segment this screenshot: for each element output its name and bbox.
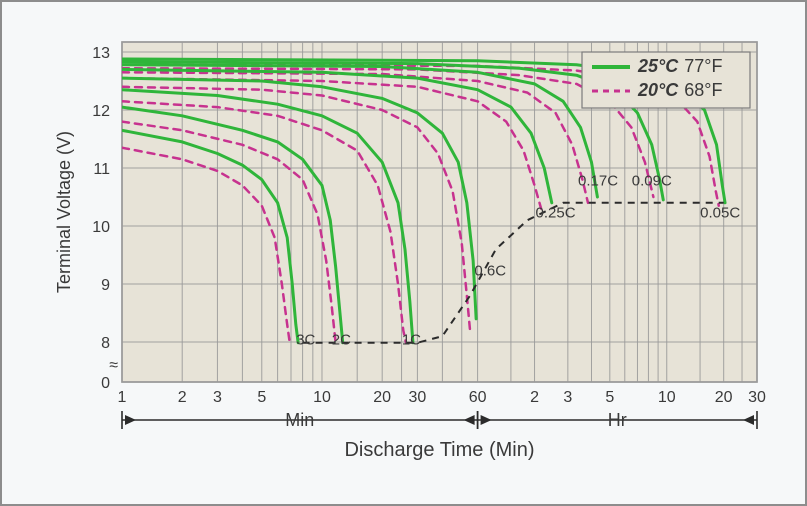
x-tick-label: 5 [605, 389, 614, 406]
x-tick-label: 20 [715, 389, 733, 406]
x-tick-label: 2 [178, 389, 187, 406]
x-axis-label: Discharge Time (Min) [344, 439, 534, 461]
c-rate-label: 3C [296, 331, 315, 348]
c-rate-label: 0.09C [632, 172, 672, 189]
y-tick-label: 10 [92, 219, 110, 236]
y-tick-label: 9 [101, 277, 110, 294]
x-tick-label: 3 [563, 389, 572, 406]
c-rate-label: 0.17C [578, 172, 618, 189]
discharge-chart: 08910111213≈Terminal Voltage (V)12351020… [42, 32, 769, 478]
y-tick-label: 0 [101, 375, 110, 392]
x-tick-label: 20 [373, 389, 391, 406]
x-tick-label: 1 [118, 389, 127, 406]
x-segment-label-min: Min [285, 410, 314, 430]
y-tick-label: 8 [101, 335, 110, 352]
chart-card: 08910111213≈Terminal Voltage (V)12351020… [0, 0, 807, 506]
x-tick-label: 2 [530, 389, 539, 406]
x-tick-label: 10 [658, 389, 676, 406]
c-rate-label: 2C [332, 331, 351, 348]
c-rate-label: 0.05C [700, 204, 740, 221]
chart-area: 08910111213≈Terminal Voltage (V)12351020… [42, 32, 765, 474]
x-tick-label: 30 [748, 389, 766, 406]
x-tick-label: 10 [313, 389, 331, 406]
y-tick-label: 13 [92, 45, 110, 62]
axis-break-symbol: ≈ [109, 357, 118, 374]
x-tick-label: 3 [213, 389, 222, 406]
c-rate-label: 0.6C [474, 262, 506, 279]
c-rate-label: 1C [402, 331, 421, 348]
x-tick-label: 5 [257, 389, 266, 406]
x-segment-label-hr: Hr [608, 410, 627, 430]
y-tick-label: 11 [93, 161, 110, 178]
y-axis-label: Terminal Voltage (V) [54, 131, 74, 293]
x-tick-label: 60 [469, 389, 487, 406]
y-tick-label: 12 [92, 103, 110, 120]
c-rate-label: 0.25C [536, 204, 576, 221]
x-tick-label: 30 [409, 389, 427, 406]
